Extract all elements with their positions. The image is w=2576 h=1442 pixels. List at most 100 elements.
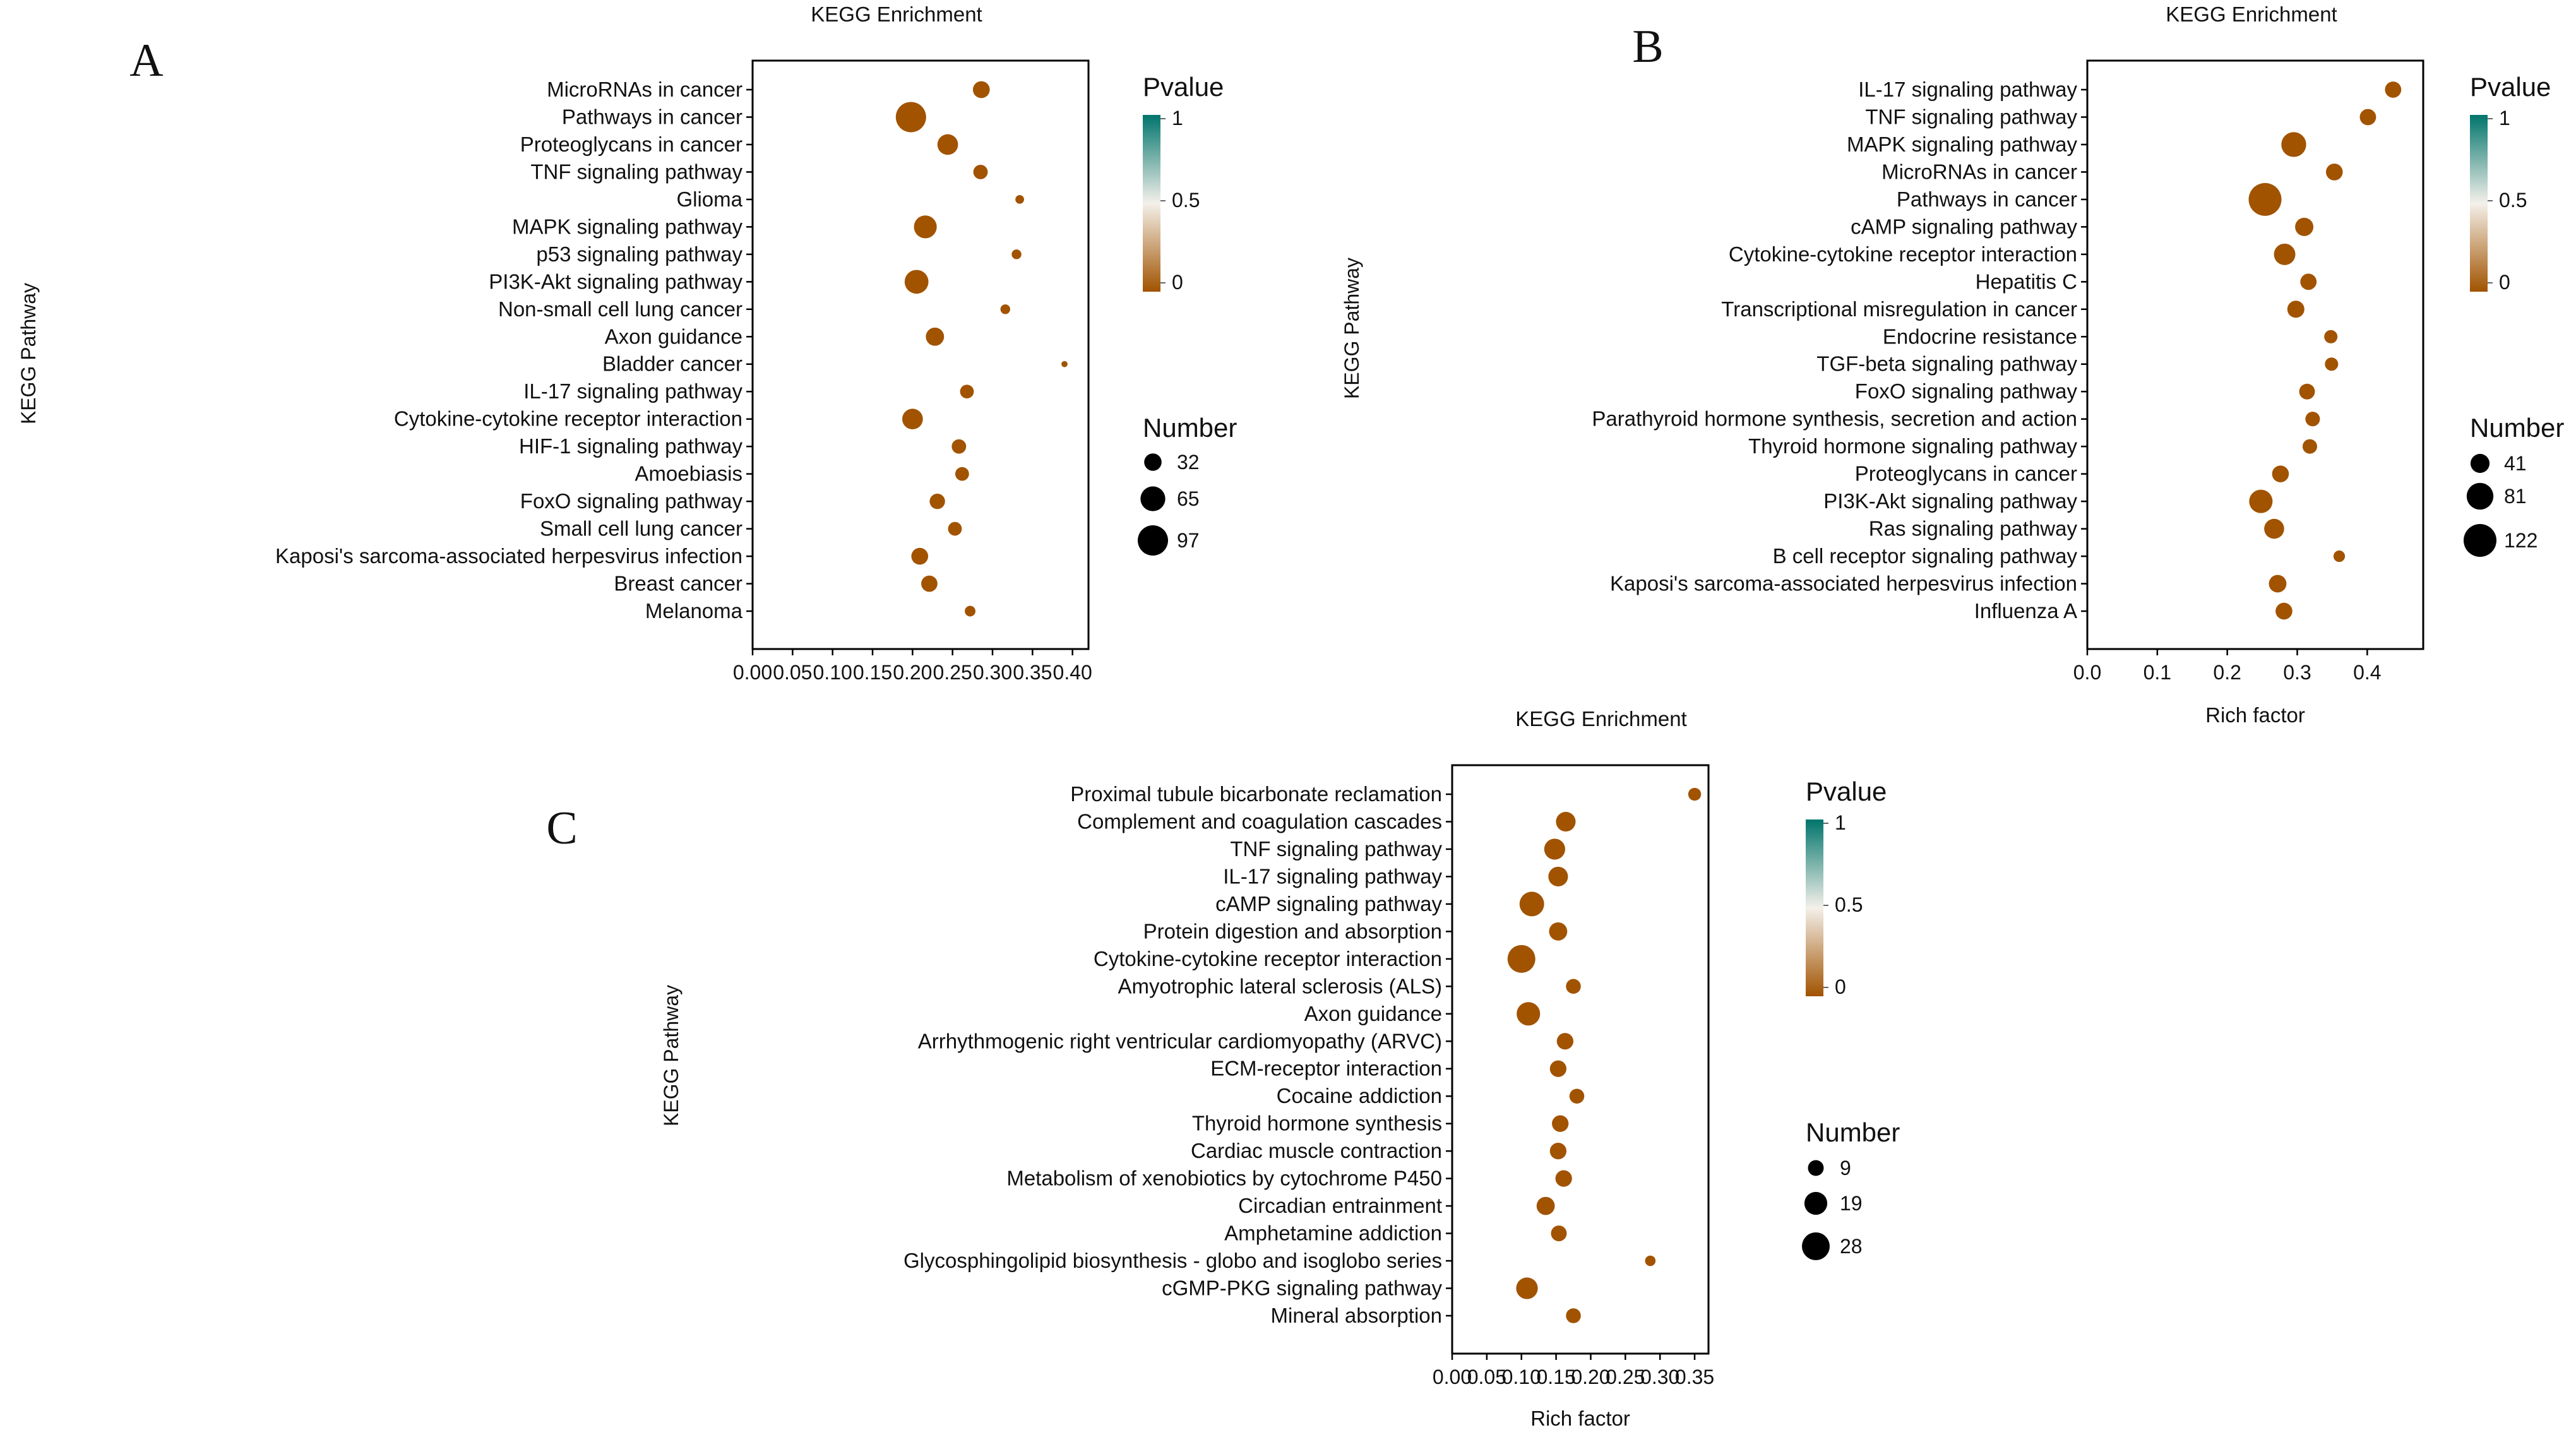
category-label: Influenza A (1974, 599, 2077, 623)
category-label: FoxO signaling pathway (520, 489, 743, 513)
colorbar-tick-label: 0.5 (1172, 189, 1200, 212)
data-point (1544, 838, 1566, 860)
data-point (929, 493, 945, 509)
category-label: TNF signaling pathway (530, 160, 742, 183)
data-point (2281, 132, 2306, 157)
category-label: Amyotrophic lateral sclerosis (ALS) (1118, 974, 1443, 998)
data-point (2302, 439, 2317, 454)
category-label: Cytokine-cytokine receptor interaction (1729, 242, 2077, 266)
x-tick-label: 0.20 (893, 661, 932, 684)
colorbar-tick-label: 0.5 (1835, 893, 1863, 916)
category-label: Metabolism of xenobiotics by cytochrome … (1006, 1167, 1442, 1190)
category-label: Parathyroid hormone synthesis, secretion… (1592, 407, 2077, 431)
data-point (2325, 164, 2343, 181)
x-tick-label: 0.00 (733, 661, 772, 684)
panel-label: A (129, 35, 163, 86)
category-label: Amoebiasis (635, 462, 742, 486)
category-label: Glioma (676, 188, 742, 211)
plot-frame (1451, 764, 1710, 1355)
x-axis-label: Rich factor (1530, 1407, 1630, 1430)
category-label: Cytokine-cytokine receptor interaction (394, 407, 742, 431)
category-label: Axon guidance (605, 325, 742, 348)
x-tick-label: 0.30 (1640, 1366, 1679, 1388)
category-label: TGF-beta signaling pathway (1816, 352, 2077, 376)
size-legend-label: 9 (1840, 1157, 1851, 1179)
data-point (1552, 1115, 1569, 1132)
category-label: Thyroid hormone synthesis (1192, 1112, 1442, 1135)
category-label: MicroRNAs in cancer (547, 78, 742, 101)
colorbar-tick-label: 0 (1835, 975, 1846, 998)
data-point (1566, 1308, 1581, 1323)
category-label: Hepatitis C (1976, 270, 2077, 293)
category-label: HIF-1 signaling pathway (519, 434, 743, 458)
size-legend-label: 65 (1177, 487, 1200, 510)
data-point (948, 521, 962, 536)
x-tick-label: 0.10 (813, 661, 852, 684)
x-tick-label: 0.30 (973, 661, 1012, 684)
data-point (1555, 1170, 1572, 1187)
category-label: Pathways in cancer (1897, 188, 2077, 211)
y-axis-label: KEGG Pathway (1340, 258, 1363, 399)
data-point (1688, 787, 1702, 801)
number-legend-title: Number (1143, 413, 1237, 443)
pvalue-legend-title: Pvalue (1806, 777, 1887, 806)
category-label: Transcriptional misregulation in cancer (1721, 297, 2077, 321)
colorbar-tick-label: 1 (2499, 107, 2510, 129)
data-point (973, 164, 988, 179)
data-point (2248, 182, 2282, 216)
data-point (2333, 550, 2346, 563)
pvalue-legend-title: Pvalue (1143, 72, 1224, 102)
category-label: TNF signaling pathway (1230, 837, 1442, 861)
data-point (2295, 217, 2314, 236)
category-label: Melanoma (645, 599, 743, 623)
data-point (1516, 1277, 1538, 1299)
x-tick-label: 0.3 (2283, 661, 2311, 684)
data-point (1551, 1225, 1567, 1242)
panel-c: C KEGG Enrichment KEGG Pathway Rich factor P… (546, 707, 1900, 1430)
x-tick-label: 0.35 (1013, 661, 1052, 684)
data-point (1517, 1002, 1541, 1026)
pvalue-colorbar (2470, 115, 2488, 292)
data-point (2305, 412, 2320, 427)
category-label: Protein digestion and absorption (1143, 919, 1442, 943)
x-tick-label: 0.15 (1536, 1366, 1575, 1388)
pvalue-legend-title: Pvalue (2470, 72, 2551, 102)
data-point (895, 102, 926, 133)
panel-a: A KEGG Enrichment KEGG Pathway MicroRNAs in… (17, 3, 1237, 684)
category-label: PI3K-Akt signaling pathway (1823, 489, 2077, 513)
category-label: Glycosphingolipid biosynthesis - globo a… (903, 1249, 1442, 1272)
data-point (1566, 979, 1581, 994)
data-point (2324, 330, 2338, 343)
data-point (951, 439, 967, 454)
x-tick-label: 0.20 (1571, 1366, 1610, 1388)
number-legend-title: Number (1806, 1117, 1900, 1147)
colorbar-tick-label: 1 (1172, 107, 1183, 129)
size-legend-label: 28 (1840, 1235, 1863, 1258)
category-label: Breast cancer (614, 572, 742, 595)
x-tick-label: 0.05 (1467, 1366, 1506, 1388)
size-legend-label: 122 (2504, 529, 2537, 552)
category-label: Amphetamine addiction (1224, 1222, 1442, 1245)
colorbar-tick-label: 1 (1835, 811, 1846, 834)
size-legend-dot (1802, 1232, 1830, 1260)
data-point (1536, 1196, 1555, 1215)
category-label: IL-17 signaling pathway (1858, 78, 2077, 101)
category-label: Cytokine-cytokine receptor interaction (1094, 947, 1442, 970)
category-label: Pathways in cancer (562, 105, 742, 128)
data-point (965, 605, 975, 617)
data-point (2325, 357, 2339, 371)
data-point (960, 384, 974, 399)
data-point (2274, 243, 2296, 265)
pvalue-colorbar (1143, 115, 1160, 292)
data-point (1556, 1033, 1574, 1050)
colorbar-tick-label: 0 (2499, 271, 2510, 294)
data-point (2385, 81, 2402, 98)
data-point (2300, 273, 2317, 290)
chart-title: KEGG Enrichment (811, 3, 982, 26)
category-label: PI3K-Akt signaling pathway (489, 270, 742, 293)
category-label: Cocaine addiction (1277, 1084, 1442, 1107)
data-point (937, 134, 958, 155)
x-tick-label: 0.35 (1675, 1366, 1714, 1388)
data-point (2299, 383, 2315, 400)
